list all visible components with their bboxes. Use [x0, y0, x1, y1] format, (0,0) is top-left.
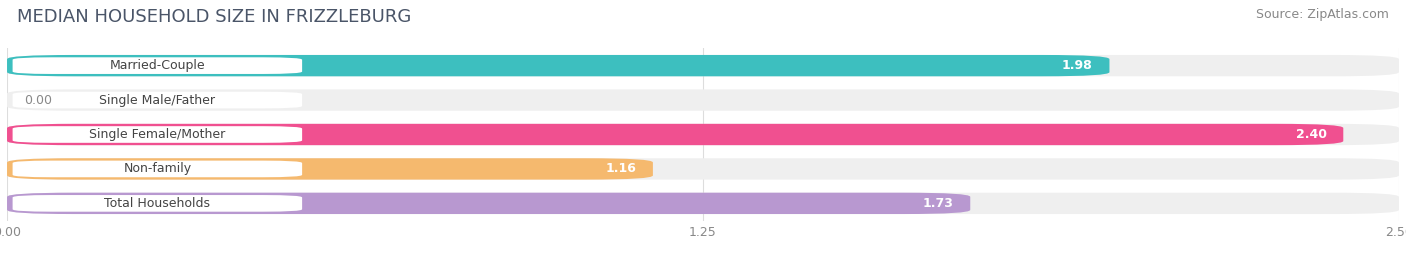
FancyBboxPatch shape	[7, 193, 1399, 214]
Text: Single Male/Father: Single Male/Father	[100, 94, 215, 107]
FancyBboxPatch shape	[7, 89, 1399, 111]
FancyBboxPatch shape	[7, 158, 652, 180]
FancyBboxPatch shape	[13, 161, 302, 177]
Text: Single Female/Mother: Single Female/Mother	[89, 128, 225, 141]
Text: 0.00: 0.00	[24, 94, 52, 107]
FancyBboxPatch shape	[7, 193, 970, 214]
FancyBboxPatch shape	[7, 124, 1399, 145]
FancyBboxPatch shape	[13, 92, 302, 108]
FancyBboxPatch shape	[7, 158, 1399, 180]
Text: Total Households: Total Households	[104, 197, 211, 210]
Text: Married-Couple: Married-Couple	[110, 59, 205, 72]
Text: 2.40: 2.40	[1295, 128, 1327, 141]
Text: 1.98: 1.98	[1062, 59, 1092, 72]
FancyBboxPatch shape	[13, 195, 302, 212]
Text: MEDIAN HOUSEHOLD SIZE IN FRIZZLEBURG: MEDIAN HOUSEHOLD SIZE IN FRIZZLEBURG	[17, 8, 411, 26]
Text: 1.16: 1.16	[606, 162, 636, 175]
FancyBboxPatch shape	[7, 55, 1109, 76]
Text: Source: ZipAtlas.com: Source: ZipAtlas.com	[1256, 8, 1389, 21]
FancyBboxPatch shape	[13, 57, 302, 74]
FancyBboxPatch shape	[7, 55, 1399, 76]
Text: Non-family: Non-family	[124, 162, 191, 175]
FancyBboxPatch shape	[13, 126, 302, 143]
Text: 1.73: 1.73	[922, 197, 953, 210]
FancyBboxPatch shape	[7, 124, 1343, 145]
